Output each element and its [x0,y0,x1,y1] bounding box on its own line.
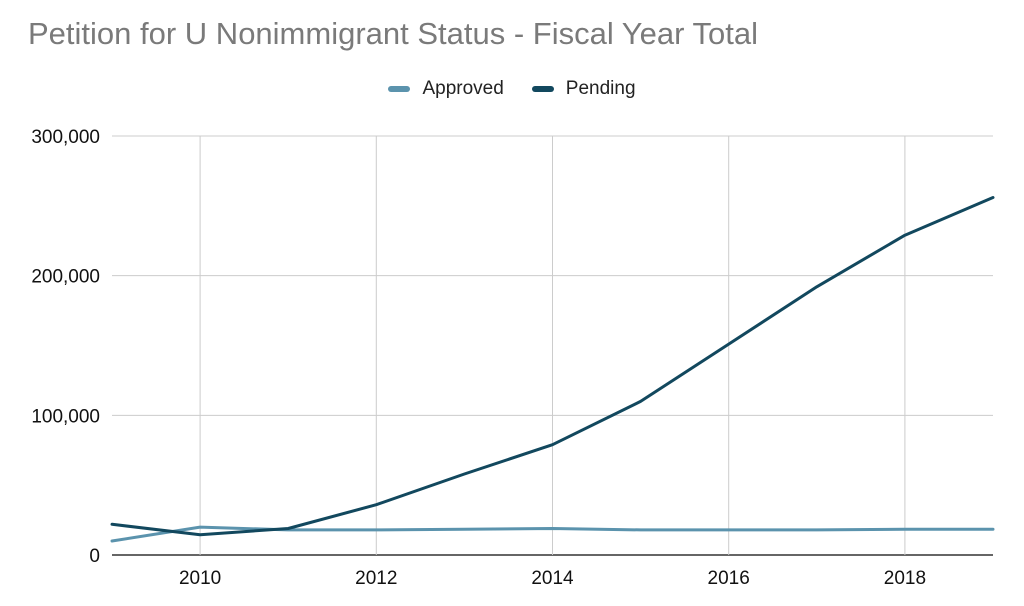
legend-item-approved: Approved [388,78,504,100]
x-tick-label: 2016 [708,568,750,589]
legend-swatch-pending [531,86,554,92]
legend-label-approved: Approved [422,78,504,99]
legend-swatch-approved [388,86,411,92]
grid-lines [112,135,993,556]
series-line-pending [110,196,995,537]
chart-title: Petition for U Nonimmigrant Status - Fis… [28,16,758,51]
series-line-approved [110,525,995,543]
y-tick-label: 300,000 [31,127,100,148]
chart-legend: Approved Pending [0,78,1024,100]
y-axis-ticks: 0 100,000 200,000 300,000 [31,127,100,567]
x-tick-label: 2014 [531,568,574,589]
legend-item-pending: Pending [531,78,636,100]
legend-label-pending: Pending [565,78,636,99]
x-tick-label: 2012 [355,568,397,589]
y-tick-label: 100,000 [31,406,100,427]
x-axis-ticks: 2010 2012 2014 2016 2018 [179,568,926,589]
series-lines [110,196,995,543]
x-tick-label: 2010 [179,568,221,589]
y-tick-label: 0 [89,546,100,567]
x-tick-label: 2018 [884,568,926,589]
y-tick-label: 200,000 [31,267,100,288]
